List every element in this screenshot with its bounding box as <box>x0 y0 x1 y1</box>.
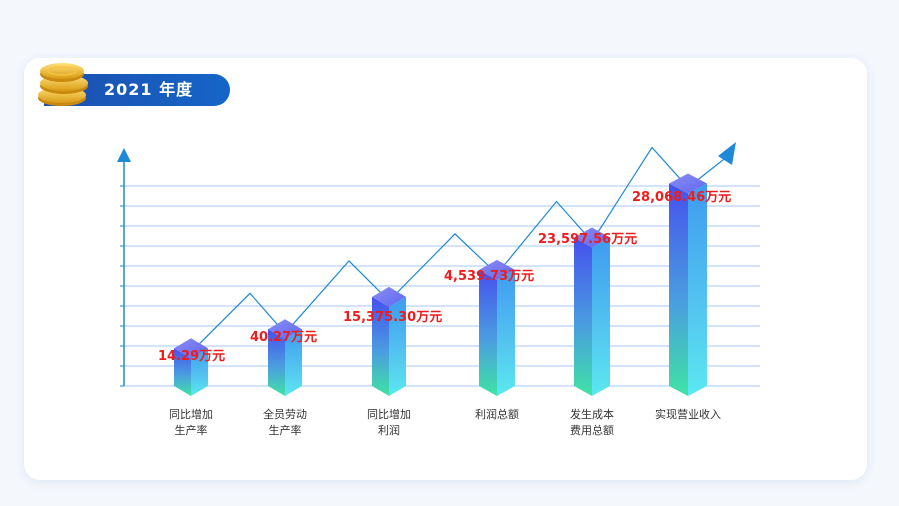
bar-side <box>285 329 302 396</box>
bar-side <box>389 296 406 396</box>
gold-coins-icon <box>38 63 88 106</box>
bar-side <box>688 183 707 396</box>
value-label: 4,539.73万元 <box>444 269 534 284</box>
category-label: 生产率 <box>269 423 302 437</box>
trend-arrow-icon <box>718 142 736 165</box>
value-label: 23,597.56万元 <box>538 232 637 247</box>
bar-side <box>497 269 515 396</box>
category-label: 生产率 <box>175 423 208 437</box>
trend-line <box>190 142 736 353</box>
trend-polyline <box>190 146 729 353</box>
category-label: 发生成本 <box>570 407 614 421</box>
category-label: 同比增加 <box>367 407 411 421</box>
bar-front <box>574 237 592 396</box>
bar-top <box>268 319 302 340</box>
grid-lines <box>124 185 760 387</box>
bar-side <box>592 237 610 396</box>
bar-top <box>669 173 707 194</box>
category-label: 利润总额 <box>475 407 519 421</box>
category-label: 实现营业收入 <box>655 407 721 421</box>
category-label: 利润 <box>378 423 400 437</box>
bar-top <box>479 259 515 280</box>
category-label: 同比增加 <box>169 407 213 421</box>
value-label: 28,068.46万元 <box>632 190 731 205</box>
bar-front <box>174 348 191 396</box>
bar-top <box>174 338 208 359</box>
bar-top <box>372 286 406 307</box>
bar-side <box>191 348 208 396</box>
value-labels: 14.29万元 40.27万元 15,375.30万元 4,539.73万元 23,59… <box>158 190 731 364</box>
year-title: 2021 年度 <box>104 80 194 99</box>
bar-front <box>479 269 497 396</box>
bar-top <box>574 227 610 248</box>
category-label: 费用总额 <box>570 423 614 437</box>
chart-card <box>24 58 867 480</box>
bars <box>174 173 707 396</box>
y-axis-arrow-icon <box>117 148 131 162</box>
value-label: 40.27万元 <box>250 330 317 345</box>
bar-front <box>268 329 285 396</box>
y-axis <box>117 148 131 387</box>
value-label: 14.29万元 <box>158 349 225 364</box>
bar-front <box>669 183 688 396</box>
bar-front <box>372 296 389 396</box>
category-label: 全员劳动 <box>263 407 307 421</box>
value-label: 15,375.30万元 <box>343 310 442 325</box>
